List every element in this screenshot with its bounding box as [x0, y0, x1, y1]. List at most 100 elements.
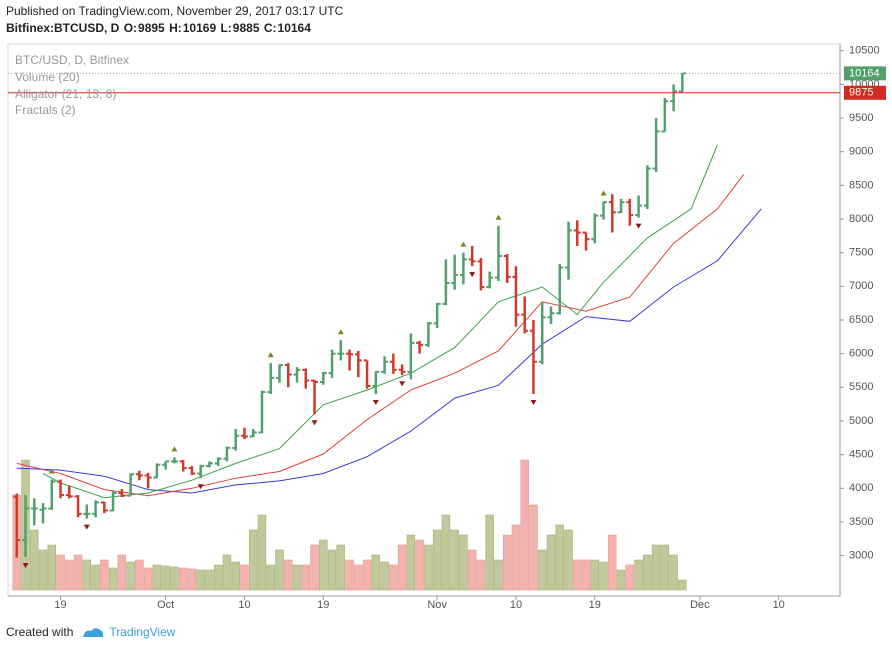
volume-bar: [248, 529, 258, 591]
fractal-up: [48, 468, 55, 474]
volume-bar: [397, 544, 407, 591]
y-tick-label: 5000: [849, 415, 873, 427]
volume-bar: [108, 567, 118, 591]
alligator-line: [16, 208, 762, 494]
volume-bar: [100, 559, 109, 591]
y-tick-label: 6000: [849, 348, 873, 360]
y-tick-label: 9500: [849, 112, 873, 124]
footer-brand[interactable]: TradingView: [109, 625, 176, 639]
symbol: Bitfinex:BTCUSD, D: [6, 21, 120, 35]
volume-bar: [178, 567, 188, 591]
volume-bar: [82, 559, 92, 591]
ohlc-label: H:: [169, 21, 182, 35]
fractal-up: [600, 190, 607, 196]
y-tick-label: 3500: [849, 516, 873, 528]
volume-bar: [319, 539, 328, 591]
volume-bar: [599, 561, 608, 591]
plot-frame: [7, 43, 841, 597]
price-line-box: [844, 85, 886, 100]
volume-bar: [485, 514, 494, 591]
volume-bar: [520, 459, 529, 591]
y-tick-label: 8500: [849, 179, 873, 191]
volume-bar: [38, 549, 48, 591]
fractal-up: [495, 214, 502, 220]
volume-bar: [669, 554, 678, 591]
last-price-box: [844, 66, 886, 81]
y-tick-label: 3000: [849, 550, 873, 562]
ohlc-value: 9885: [232, 21, 260, 35]
fractal-up: [460, 241, 467, 247]
ohlc-label: O:: [123, 21, 138, 35]
volume-bar: [502, 534, 512, 591]
volume-bar: [660, 544, 670, 591]
volume-bar: [450, 529, 459, 591]
volume-bar: [476, 559, 486, 591]
volume-bar: [608, 534, 617, 591]
volume-bar: [117, 554, 127, 591]
fractal-down: [197, 484, 204, 490]
volume-bar: [292, 564, 302, 591]
legend-fractals: Fractals (2): [15, 103, 76, 117]
x-tick-label: 19: [589, 599, 601, 611]
volume-bar: [30, 529, 39, 591]
volume-bar: [73, 554, 83, 591]
volume-bar: [152, 564, 162, 591]
volume-bar: [240, 564, 249, 591]
volume-bar: [275, 549, 284, 591]
volume-bar: [441, 514, 451, 591]
volume-bar: [546, 534, 556, 591]
x-tick-label: 10: [510, 599, 522, 611]
volume-bar: [651, 544, 661, 591]
volume-bar: [336, 544, 346, 591]
volume-bar: [205, 569, 214, 591]
logo-cloud: [83, 628, 104, 637]
price-layer: [8, 72, 840, 568]
volume-bar: [529, 504, 538, 591]
ohlc-label: L:: [220, 21, 232, 35]
y-tick-label: 9000: [849, 146, 873, 158]
y-tick-label: 4000: [849, 482, 873, 494]
volume-bar: [284, 559, 293, 591]
volume-bar: [143, 567, 153, 591]
volume-bar: [432, 529, 442, 591]
y-tick-label: 10500: [849, 45, 880, 57]
volume-bar: [678, 579, 687, 591]
volume-bar: [616, 569, 626, 591]
volume-bar: [310, 544, 319, 591]
fractal-down: [635, 223, 642, 229]
y-tick-label: 8000: [849, 213, 873, 225]
y-tick-label: 7000: [849, 280, 873, 292]
fractal-up: [337, 329, 344, 335]
y-tick-label: 4500: [849, 449, 873, 461]
volume-bar: [415, 539, 424, 591]
volume-bar: [581, 559, 591, 591]
x-tick-label: 19: [317, 599, 329, 611]
fractal-down: [22, 562, 29, 568]
footer-text: Created with: [6, 625, 74, 639]
volume-bar: [222, 554, 232, 591]
x-tick-label: 10: [238, 599, 250, 611]
published-line: Published on TradingView.com, November 2…: [6, 4, 344, 18]
alligator-line: [42, 144, 718, 499]
volume-bar: [467, 549, 477, 591]
volume-bar: [213, 564, 223, 591]
legend-title: BTC/USD, D, Bitfinex: [15, 53, 129, 67]
volume-bar: [511, 524, 521, 591]
volume-bar: [555, 524, 564, 591]
volume-bar: [327, 549, 337, 591]
volume-bar: [354, 564, 363, 591]
volume-bar: [424, 544, 433, 591]
ohlc-label: C:: [263, 21, 277, 35]
volume-bar: [161, 565, 170, 591]
chart: BTC/USD, D, Bitfinex Volume (20) Alligat…: [7, 43, 886, 611]
legend-volume: Volume (20): [15, 70, 80, 84]
volume-bar: [459, 534, 468, 591]
fractal-down: [469, 272, 476, 278]
volume-bar: [494, 559, 503, 591]
ohlc-value: 10169: [182, 21, 217, 35]
volume-bar: [91, 564, 100, 591]
fractal-down: [530, 400, 537, 406]
volume-bar: [170, 566, 179, 591]
y-tick-label: 6500: [849, 314, 873, 326]
volume-bar: [643, 554, 652, 591]
